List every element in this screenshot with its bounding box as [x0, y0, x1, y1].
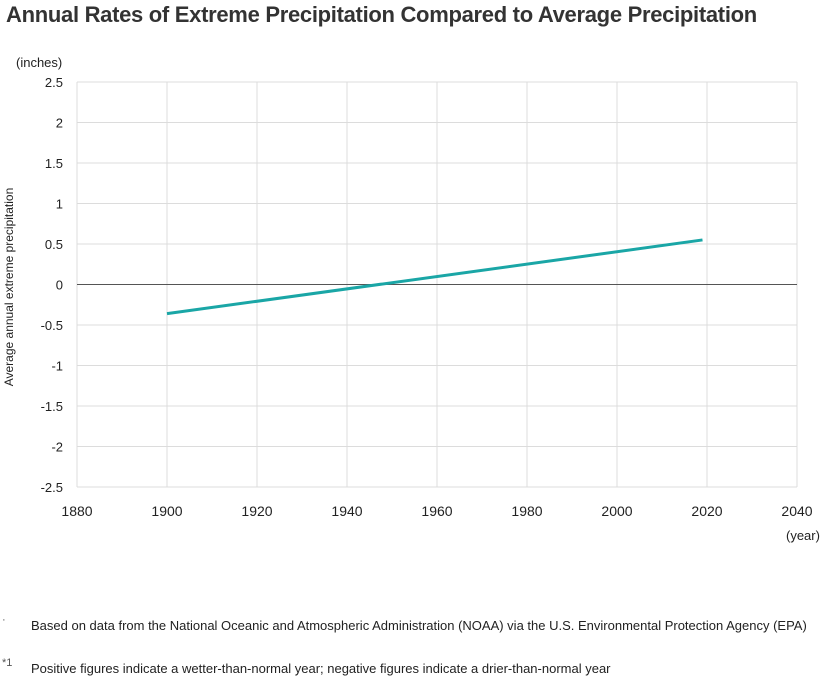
- footnote-definition: Positive figures indicate a wetter-than-…: [31, 661, 611, 676]
- y-tick-label: 0: [56, 278, 63, 293]
- x-axis-unit: (year): [786, 528, 820, 543]
- x-tick-label: 2020: [691, 503, 722, 519]
- y-tick-label: 1: [56, 197, 63, 212]
- y-axis-unit: (inches): [16, 55, 63, 70]
- y-tick-label: -0.5: [41, 318, 63, 333]
- y-tick-label: -1.5: [41, 399, 63, 414]
- y-tick-label: 1.5: [45, 156, 63, 171]
- line-chart: 1880 1900 1920 1940 1960 1980 2000 2020 2040 2.5 2…: [41, 75, 813, 519]
- x-tick-label: 1900: [151, 503, 182, 519]
- y-tick-label: -1: [51, 359, 63, 374]
- footnote-marker: *1: [2, 657, 13, 669]
- y-tick-label: 0.5: [45, 237, 63, 252]
- x-tick-label: 1980: [511, 503, 542, 519]
- trend-line: [166, 238, 703, 316]
- footnote-marker: ·: [2, 614, 6, 626]
- x-tick-label: 1940: [331, 503, 362, 519]
- y-tick-label: -2: [51, 440, 63, 455]
- footnote-source: Based on data from the National Oceanic …: [31, 618, 807, 633]
- x-tick-label: 1960: [421, 503, 452, 519]
- x-tick-label: 2000: [601, 503, 632, 519]
- chart-title: Annual Rates of Extreme Precipitation Co…: [6, 2, 757, 27]
- y-tick-label: 2.5: [45, 75, 63, 90]
- x-tick-label: 1920: [241, 503, 272, 519]
- y-tick-label: -2.5: [41, 480, 63, 495]
- y-tick-label: 2: [56, 116, 63, 131]
- x-tick-label: 1880: [61, 503, 92, 519]
- x-tick-label: 2040: [781, 503, 812, 519]
